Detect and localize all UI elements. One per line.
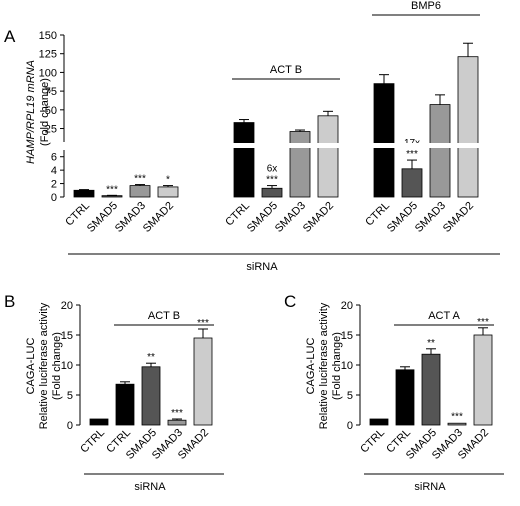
y-axis-label-line-1: CAGA-LUC [25,338,37,395]
y-axis-label-line-2: Relative luciferase activity [318,302,330,429]
bar-a-2-0 [373,83,395,198]
treatment-label: ACT A [428,310,460,322]
significance-label: * [166,175,170,186]
y-tick-label: 150 [39,30,57,42]
treatment-label: BMP6 [411,0,441,12]
chart-panel-a: 02 46 25 50 75 100 125 150 HAMP/RPL19 mRNA (Fold … [25,0,500,273]
bar-4 [473,334,493,426]
significance-label: *** [197,318,209,329]
significance-label: *** [171,408,183,419]
y-tick-label: 0 [51,192,57,204]
category-label: SMAD2 [141,200,176,235]
bar-2 [421,353,441,426]
bar-a-0-0 [73,189,95,198]
y-tick-label: 20 [61,300,73,312]
bar-a-0-2 [129,185,151,198]
panel-letter-b: B [4,292,15,311]
category-label: CTRL [358,427,387,456]
y-tick-label: 5 [67,390,73,402]
bar-4 [193,337,213,426]
x-axis-label: siRNA [246,261,278,273]
y-tick-label: 15 [341,330,353,342]
treatment-label: ACT B [270,64,302,76]
y-axis-label-line-3: (Fold change) [331,332,343,400]
category-label: CTRL [78,427,107,456]
bar-a-0-1 [101,195,123,198]
y-tick-label: 75 [45,86,57,98]
bar-a-2-2 [429,104,451,198]
y-tick-label: 10 [341,360,353,372]
x-axis-label: siRNA [414,481,446,493]
axis-break-gap [230,143,500,148]
bar-a-1-2 [289,131,311,198]
y-tick-label: 0 [67,420,73,432]
bar-a-0-3 [157,186,179,198]
significance-label: *** [406,149,418,160]
y-axis-label-line-3: (Fold change) [51,332,63,400]
bar-a-2-3 [457,56,479,198]
y-axis-label: CAGA-LUCRelative luciferase activity(Fol… [25,302,63,429]
significance-label: *** [134,174,146,185]
bar-a-1-1 [261,187,283,198]
fold-change-label: 6x [267,164,278,175]
y-axis-label: CAGA-LUCRelative luciferase activity(Fol… [305,302,343,429]
x-axis-label: siRNA [134,481,166,493]
y-tick-label: 4 [51,165,57,177]
category-label: SMAD2 [301,200,336,235]
y-axis-label-line-1: HAMP/RPL19 mRNA [25,60,37,164]
panel-letter-c: C [284,292,296,311]
y-axis-label-line-1: CAGA-LUC [305,338,317,395]
bar-1 [395,369,415,426]
y-tick-label: 0 [347,420,353,432]
y-axis-label-line-2: Relative luciferase activity [38,302,50,429]
bar-3 [447,422,467,426]
bar-0 [369,418,389,426]
significance-label: *** [266,175,278,186]
bar-a-1-3 [317,115,339,198]
y-tick-label: 100 [39,67,57,79]
significance-label: *** [477,317,489,328]
y-axis-label: HAMP/RPL19 mRNA (Fold change) [25,60,51,164]
category-label: SMAD2 [441,200,476,235]
y-tick-label: 2 [51,179,57,191]
bar-2 [141,366,161,426]
significance-label: ** [427,338,435,349]
treatment-label: ACT B [148,310,180,322]
y-tick-label: 50 [45,105,57,117]
significance-label: ** [147,352,155,363]
y-tick-label: 5 [347,390,353,402]
bar-1 [115,383,135,426]
bar-3 [167,419,187,426]
bar-a-2-1 [401,168,423,198]
y-tick-label: 15 [61,330,73,342]
y-tick-label: 20 [341,300,353,312]
y-axis-label-line-2: (Fold change) [39,78,51,146]
y-tick-label: 6 [51,152,57,164]
bar-0 [89,418,109,426]
significance-label: *** [451,412,463,423]
y-tick-label: 25 [45,124,57,136]
significance-label: *** [106,184,118,195]
y-tick-label: 125 [39,49,57,61]
panel-letter-a: A [4,27,16,46]
y-tick-label: 10 [61,360,73,372]
bar-a-1-0 [233,122,255,198]
